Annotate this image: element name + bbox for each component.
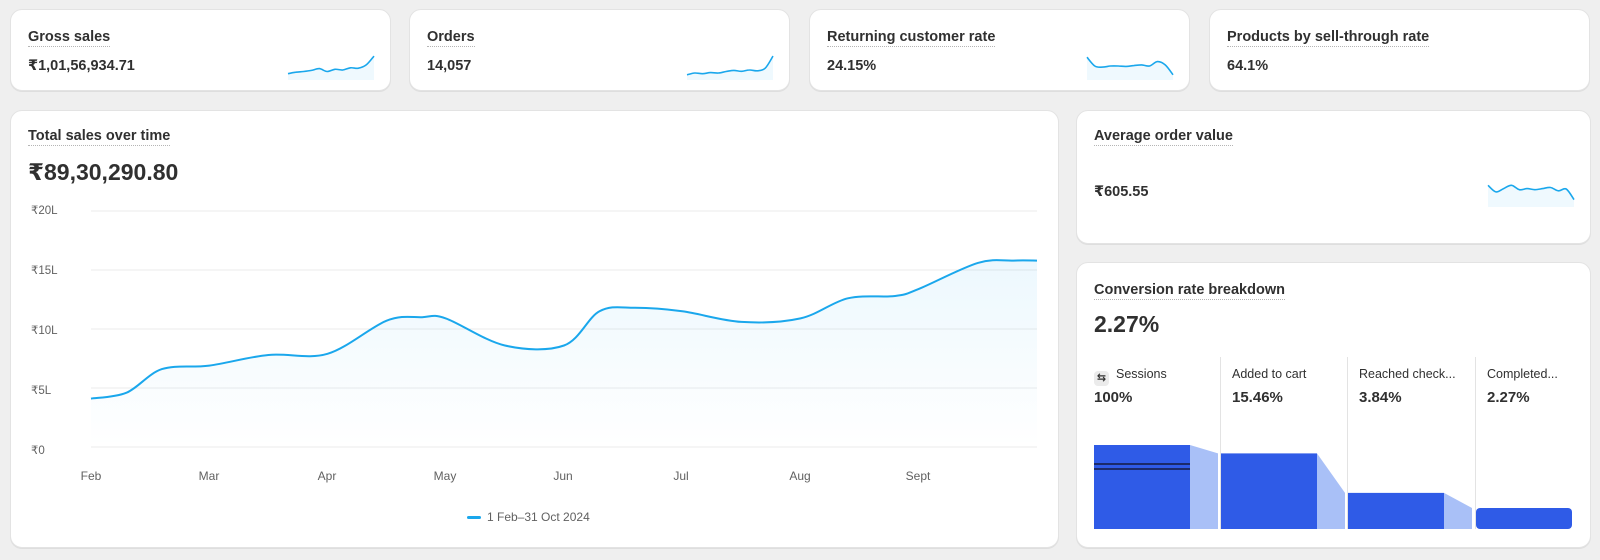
metric-title[interactable]: Products by sell-through rate xyxy=(1227,29,1430,47)
funnel-connector xyxy=(1444,492,1472,529)
x-tick-label: Aug xyxy=(789,469,811,483)
stage-label-completed[interactable]: Completed... xyxy=(1487,367,1558,381)
sparkline-line xyxy=(287,55,375,75)
sparkline-line xyxy=(686,55,774,76)
metric-value: 14,057 xyxy=(427,58,472,74)
chart-legend[interactable]: 1 Feb–31 Oct 2024 xyxy=(467,510,590,524)
divider xyxy=(1347,357,1348,529)
sparkline-area xyxy=(1087,57,1173,80)
aov-value: ₹605.55 xyxy=(1094,184,1149,200)
stage-value: 15.46% xyxy=(1232,389,1283,406)
sales-line xyxy=(90,259,1038,400)
stage-value: 3.84% xyxy=(1359,389,1402,406)
funnel-bar xyxy=(1221,453,1317,529)
sparkline xyxy=(1487,184,1575,207)
funnel-connector xyxy=(1317,453,1345,529)
aov-title[interactable]: Average order value xyxy=(1094,128,1233,146)
metric-card-returning-customer-rate[interactable]: Returning customer rate 24.15% xyxy=(809,9,1190,91)
x-tick-label: Jun xyxy=(553,469,573,483)
y-tick-label: ₹10L xyxy=(31,325,58,337)
funnel-bar xyxy=(1476,508,1572,529)
stage-value: 2.27% xyxy=(1487,389,1530,406)
sparkline-area xyxy=(1488,185,1574,207)
metric-card-orders[interactable]: Orders 14,057 xyxy=(409,9,790,91)
conversion-card: Conversion rate breakdown 2.27% ⇆ Session… xyxy=(1076,262,1591,548)
sessions-icon: ⇆ xyxy=(1094,371,1109,386)
sparkline-area xyxy=(687,56,773,80)
funnel-bar xyxy=(1094,445,1190,529)
divider xyxy=(1475,357,1476,529)
metric-value: 64.1% xyxy=(1227,58,1269,74)
conversion-value: 2.27% xyxy=(1094,311,1160,337)
y-tick-label: ₹15L xyxy=(31,265,58,277)
x-tick-label: Apr xyxy=(317,469,337,483)
stage-value: 100% xyxy=(1094,389,1133,406)
legend-label: 1 Feb–31 Oct 2024 xyxy=(487,510,590,524)
sparkline-area xyxy=(288,56,374,80)
metric-title[interactable]: Orders xyxy=(427,29,475,47)
sparkline xyxy=(686,55,774,80)
divider xyxy=(1220,357,1221,529)
metric-value: 24.15% xyxy=(827,58,877,74)
stage-label-sessions[interactable]: ⇆ Sessions xyxy=(1094,367,1167,386)
y-tick-label: ₹20L xyxy=(31,205,58,217)
x-tick-label: Jul xyxy=(673,469,689,483)
x-tick-label: Mar xyxy=(198,469,220,483)
total-sales-value: ₹89,30,290.80 xyxy=(28,159,179,185)
metric-card-gross-sales[interactable]: Gross sales ₹1,01,56,934.71 xyxy=(10,9,391,91)
x-tick-label: May xyxy=(433,469,457,483)
sales-line-chart[interactable] xyxy=(11,111,1060,549)
aov-card[interactable]: Average order value ₹605.55 xyxy=(1076,110,1591,244)
stage-label-text: Sessions xyxy=(1116,367,1167,381)
y-tick-label: ₹0 xyxy=(31,445,45,457)
legend-swatch xyxy=(467,515,481,519)
metric-card-products-sell-through[interactable]: Products by sell-through rate 64.1% xyxy=(1209,9,1590,91)
total-sales-title[interactable]: Total sales over time xyxy=(28,128,171,146)
stage-label-reached-checkout[interactable]: Reached check... xyxy=(1359,367,1456,381)
sparkline-line xyxy=(1086,56,1174,76)
metric-value: ₹1,01,56,934.71 xyxy=(28,58,135,74)
conversion-title[interactable]: Conversion rate breakdown xyxy=(1094,282,1285,300)
total-sales-card: Total sales over time ₹89,30,290.80 ₹20L… xyxy=(10,110,1059,548)
x-tick-label: Feb xyxy=(80,469,102,483)
sparkline xyxy=(1086,56,1174,80)
conversion-funnel[interactable] xyxy=(1077,263,1592,549)
sparkline-line xyxy=(1487,184,1575,201)
sparkline xyxy=(287,55,375,80)
y-tick-label: ₹5L xyxy=(31,385,52,397)
funnel-bar xyxy=(1348,492,1444,529)
x-tick-label: Sept xyxy=(905,469,931,483)
metric-title[interactable]: Returning customer rate xyxy=(827,29,996,47)
metric-title[interactable]: Gross sales xyxy=(28,29,111,47)
sales-area xyxy=(91,260,1037,447)
stage-label-added-to-cart[interactable]: Added to cart xyxy=(1232,367,1307,381)
funnel-connector xyxy=(1190,445,1218,529)
